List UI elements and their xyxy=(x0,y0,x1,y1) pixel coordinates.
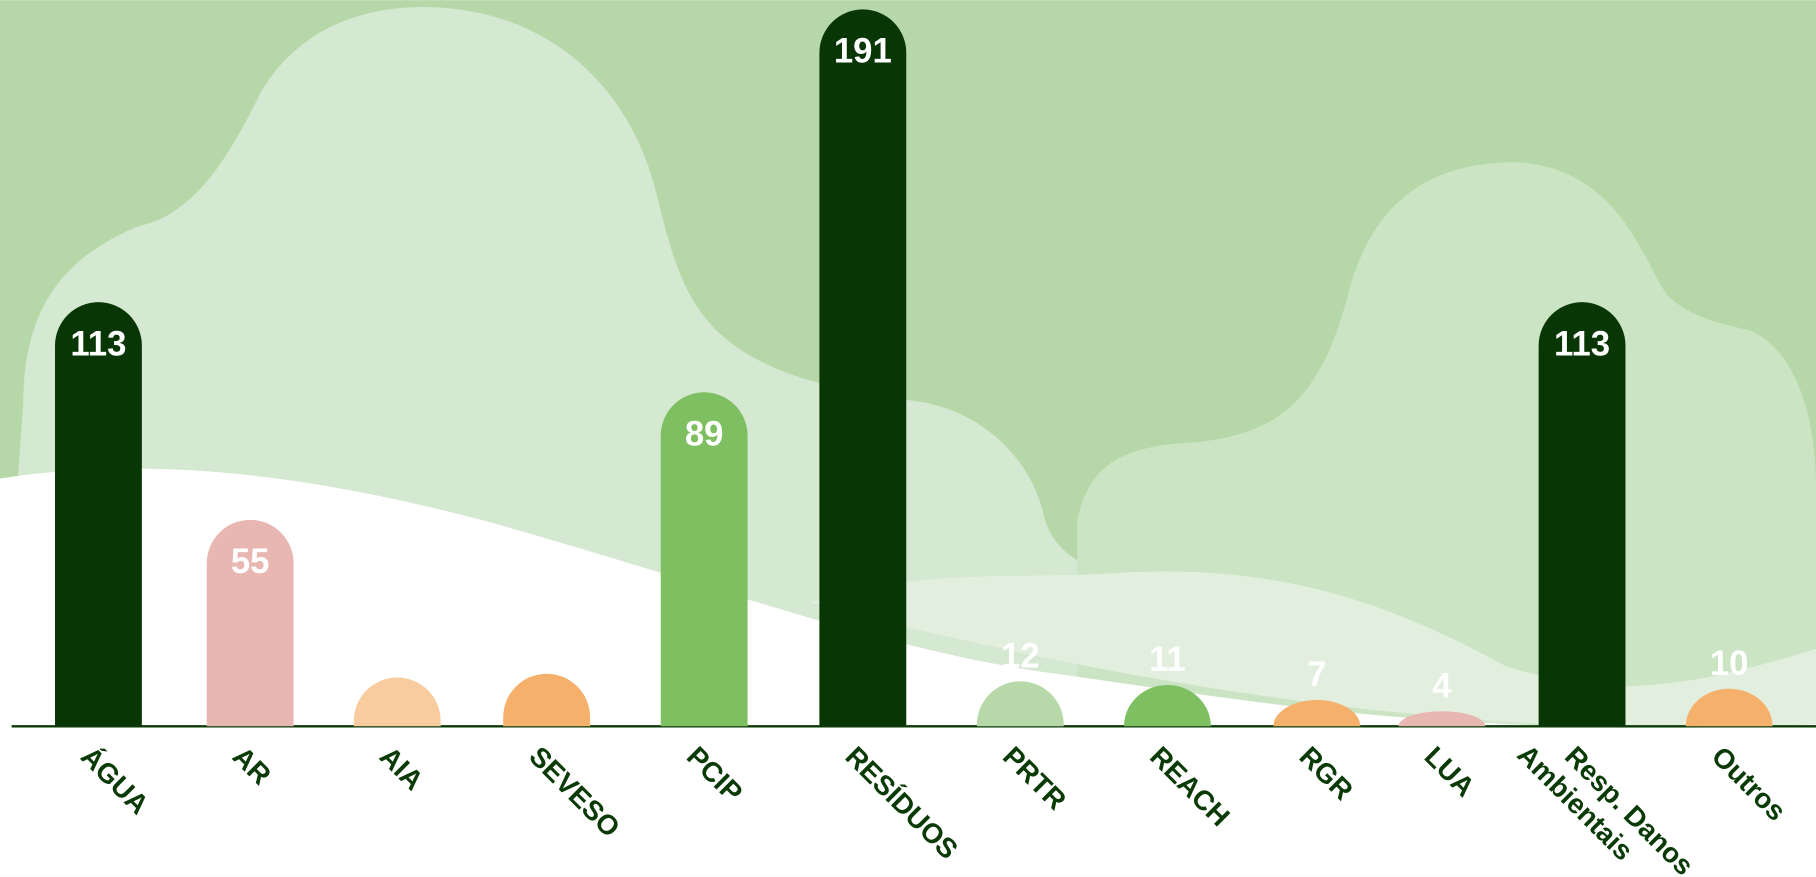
bar xyxy=(353,677,441,727)
bar xyxy=(1538,302,1626,727)
value-label: 12 xyxy=(1001,637,1040,675)
bar xyxy=(819,9,907,727)
bar xyxy=(976,681,1064,727)
value-label: 13 xyxy=(378,634,417,672)
bar xyxy=(660,392,748,727)
value-label: 4 xyxy=(1432,667,1452,705)
bar xyxy=(503,673,591,727)
value-label: 113 xyxy=(70,325,126,363)
background-wave xyxy=(0,468,1816,877)
value-label: 89 xyxy=(685,415,724,453)
bar xyxy=(1685,688,1773,727)
value-label: 11 xyxy=(1149,641,1186,679)
value-label: 55 xyxy=(231,543,270,581)
value-label: 14 xyxy=(527,630,566,668)
value-label: 10 xyxy=(1710,645,1749,683)
bar xyxy=(1123,685,1211,727)
bar xyxy=(55,302,142,727)
value-label: 113 xyxy=(1554,325,1610,363)
bar xyxy=(1398,711,1486,727)
bar xyxy=(206,519,294,727)
value-label: 191 xyxy=(834,33,892,71)
value-label: 7 xyxy=(1307,656,1326,694)
bar xyxy=(1273,700,1361,727)
